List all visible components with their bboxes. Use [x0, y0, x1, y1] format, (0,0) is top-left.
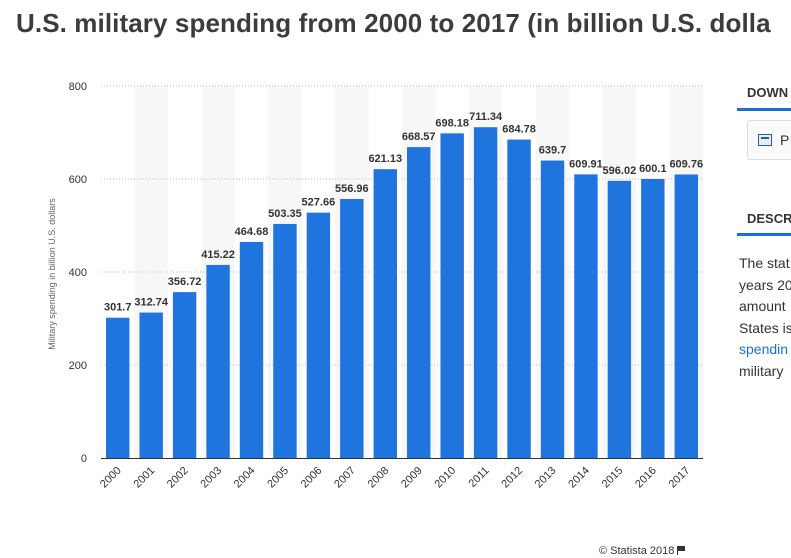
y-tick-label: 200	[69, 360, 87, 372]
description-line: States is	[739, 319, 791, 336]
description-link[interactable]: spendin	[739, 341, 789, 357]
download-heading: DOWN	[747, 85, 789, 100]
description-text: The stat years 20 amount States is spend…	[739, 253, 791, 382]
data-label: 464.68	[235, 226, 269, 238]
x-axis: 2000 2001 2002 2003 2004 2005 2006 2007 2008 2009…	[98, 458, 703, 491]
download-button[interactable]: P	[747, 120, 791, 160]
bar	[674, 174, 698, 458]
page-title: U.S. military spending from 2000 to 2017…	[16, 8, 771, 38]
data-label: 527.66	[302, 197, 336, 209]
y-tick-label: 400	[69, 267, 87, 279]
description-line: amount	[739, 298, 786, 314]
bar	[306, 212, 331, 458]
data-label: 312.74	[134, 297, 169, 309]
x-tick-label: 2000	[98, 465, 124, 491]
data-label: 684.78	[502, 124, 536, 136]
data-label: 356.72	[168, 276, 202, 288]
bar	[473, 127, 498, 458]
y-axis-label: Military spending in billion U.S. dollar…	[47, 198, 57, 350]
bar	[507, 139, 531, 458]
x-tick-label: 2015	[600, 465, 626, 491]
bar-chart: 0 200 400 600 800 Military spending in billi…	[47, 81, 703, 491]
download-heading-underline	[737, 108, 791, 111]
bar	[172, 292, 197, 458]
data-label: 609.76	[669, 158, 703, 170]
x-tick-label: 2006	[299, 465, 325, 491]
bars	[106, 127, 698, 459]
x-tick-label: 2005	[265, 465, 291, 491]
bar	[540, 160, 565, 459]
bar	[373, 169, 397, 458]
bar	[206, 264, 230, 458]
data-label: 621.13	[368, 153, 402, 165]
description-line: years 20	[739, 276, 791, 293]
bar	[273, 223, 297, 458]
x-tick-label: 2010	[432, 465, 458, 491]
x-tick-label: 2009	[399, 465, 425, 491]
x-tick-label: 2016	[633, 465, 659, 491]
data-label: 415.22	[201, 249, 235, 261]
bar	[440, 133, 464, 458]
description-heading: DESCR	[747, 211, 791, 226]
flag-icon[interactable]	[677, 546, 686, 555]
bar	[139, 312, 163, 458]
y-tick-label: 600	[69, 174, 87, 186]
bar	[641, 178, 665, 459]
credit-text: © Statista 2018	[599, 545, 675, 557]
data-label: 596.02	[603, 165, 637, 177]
presentation-icon	[758, 134, 772, 146]
x-tick-label: 2012	[499, 465, 525, 491]
description-line: military	[739, 362, 784, 379]
data-label: 503.35	[268, 208, 302, 220]
x-tick-label: 2011	[467, 465, 492, 490]
bar	[574, 174, 598, 458]
gridlines	[101, 85, 703, 366]
x-tick-label: 2003	[198, 465, 224, 491]
data-label: 301.7	[104, 302, 132, 314]
bar	[407, 147, 431, 459]
y-tick-label: 0	[81, 453, 87, 465]
x-tick-label: 2002	[165, 465, 191, 491]
x-tick-label: 2013	[533, 465, 559, 491]
bar	[239, 241, 264, 458]
download-button-label: P	[780, 132, 790, 148]
data-label: 600.1	[639, 163, 667, 175]
data-label: 698.18	[435, 117, 469, 129]
data-label: 711.34	[469, 111, 503, 123]
description-line: The stat	[739, 255, 790, 271]
data-label: 668.57	[402, 131, 436, 143]
x-tick-label: 2014	[566, 465, 592, 491]
bar	[607, 180, 632, 458]
x-tick-label: 2008	[366, 465, 392, 491]
data-label: 556.96	[335, 183, 369, 195]
footer-credit: © Statista 2018	[599, 545, 686, 557]
x-tick-label: 2007	[332, 465, 358, 491]
bar	[340, 199, 364, 458]
bar	[106, 317, 130, 458]
y-axis: 0 200 400 600 800	[69, 81, 87, 465]
description-heading-underline	[737, 233, 791, 236]
x-tick-label: 2017	[667, 465, 693, 491]
data-label: 639.7	[539, 145, 567, 157]
y-tick-label: 800	[69, 81, 87, 93]
x-tick-label: 2004	[232, 465, 258, 491]
data-label: 609.91	[569, 158, 603, 170]
x-tick-label: 2001	[131, 465, 157, 491]
